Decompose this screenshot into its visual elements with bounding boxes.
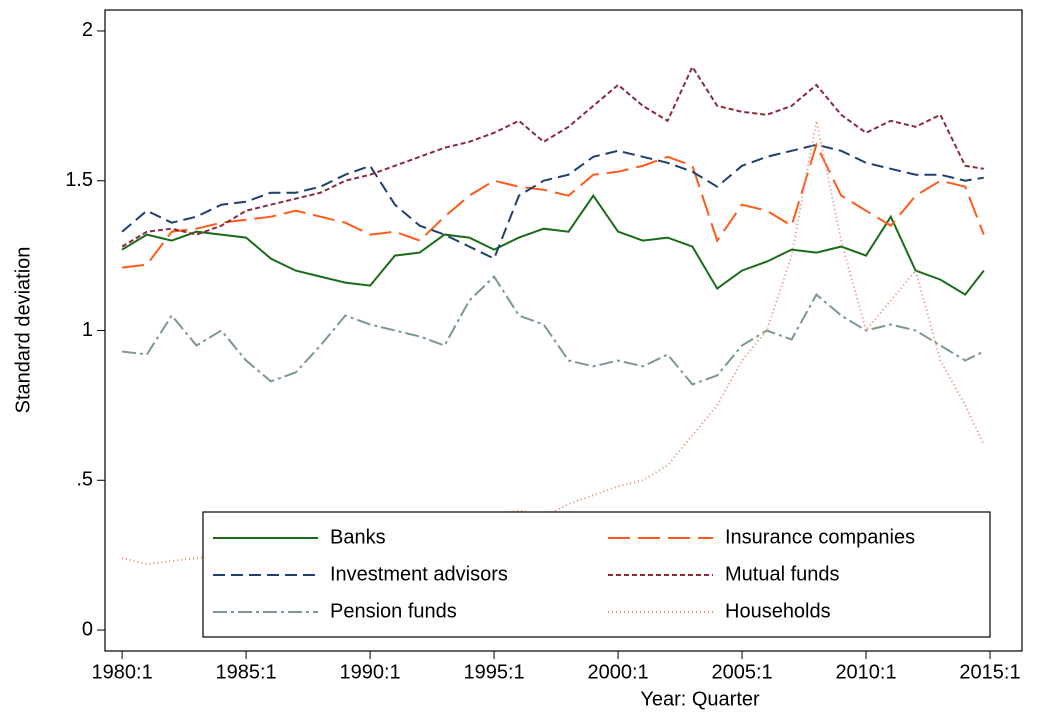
series-line — [121, 275, 985, 386]
x-tick-label: 1980:1 — [92, 661, 153, 683]
x-tick-label: 2000:1 — [587, 661, 648, 683]
series-line — [121, 143, 984, 260]
legend-label: Pension funds — [330, 600, 457, 622]
series-line — [121, 193, 985, 296]
y-tick-label: 0 — [82, 618, 93, 640]
y-tick-label: 1.5 — [65, 169, 93, 191]
legend-label: Investment advisors — [330, 563, 508, 585]
legend-label: Insurance companies — [725, 526, 915, 548]
y-tick-label: 1 — [82, 319, 93, 341]
x-axis-label: Year: Quarter — [640, 688, 760, 710]
x-tick-label: 2010:1 — [835, 661, 896, 683]
series-line — [121, 64, 984, 248]
series-line — [121, 142, 985, 269]
legend-label: Households — [725, 600, 831, 622]
x-tick-label: 2015:1 — [959, 661, 1020, 683]
y-tick-label: .5 — [76, 469, 93, 491]
x-tick-label: 1985:1 — [216, 661, 277, 683]
x-tick-label: 2005:1 — [711, 661, 772, 683]
series-line — [121, 120, 985, 566]
legend-box — [202, 511, 991, 638]
x-tick-label: 1990:1 — [339, 661, 400, 683]
y-axis-label: Standard deviation — [12, 247, 34, 414]
y-tick-label: 2 — [82, 19, 93, 41]
x-tick-label: 1995:1 — [463, 661, 524, 683]
legend-label: Mutual funds — [725, 563, 840, 585]
legend-label: Banks — [330, 526, 386, 548]
